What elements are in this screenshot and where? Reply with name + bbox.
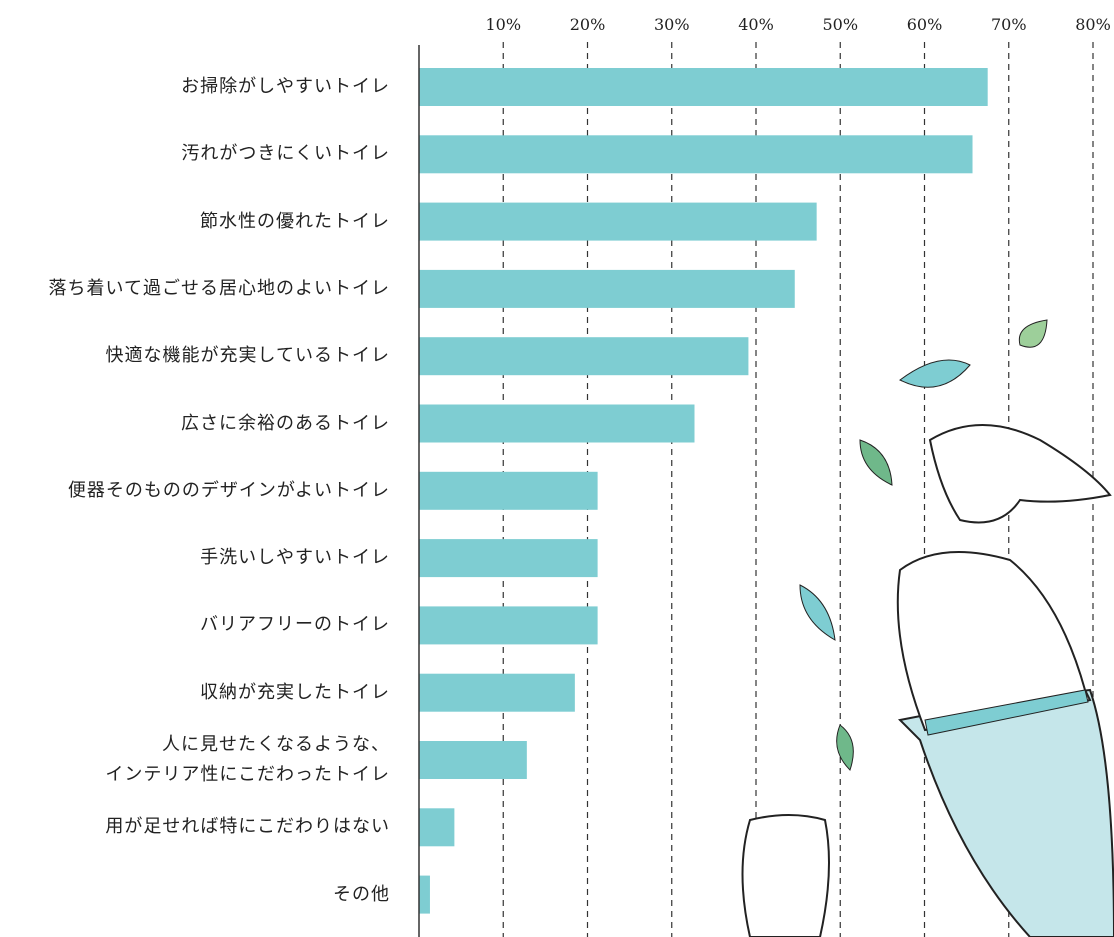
- category-label: 便器そのもののデザインがよいトイレ: [67, 479, 390, 501]
- leaf: [899, 359, 971, 388]
- x-tick-label: 20%: [570, 15, 606, 34]
- bar: [419, 606, 598, 645]
- bar: [419, 673, 575, 712]
- bar: [419, 539, 598, 578]
- category-label: 落ち着いて過ごせる居心地のよいトイレ: [48, 277, 390, 299]
- category-label: 汚れがつきにくいトイレ: [181, 143, 390, 165]
- x-tick-label: 80%: [1075, 15, 1111, 34]
- category-label: 人に見せたくなるような、 インテリア性にこだわったトイレ: [105, 734, 390, 785]
- leaf: [836, 724, 854, 771]
- leaf: [1018, 319, 1048, 348]
- bar: [419, 269, 795, 308]
- bar: [419, 471, 598, 510]
- bar: [419, 202, 817, 241]
- category-label: 快適な機能が充実しているトイレ: [105, 345, 390, 367]
- x-tick-label: 40%: [738, 15, 774, 34]
- x-tick-label: 60%: [907, 15, 943, 34]
- bar: [419, 68, 988, 106]
- bar: [419, 404, 695, 443]
- bar: [419, 337, 749, 376]
- toilet: [741, 814, 830, 937]
- head: [928, 424, 1112, 524]
- x-tick-label: 70%: [991, 15, 1027, 34]
- x-tick-label: 50%: [822, 15, 858, 34]
- bar: [419, 135, 973, 174]
- category-label: 用が足せれば特にこだわりはない: [105, 816, 390, 838]
- category-label: お掃除がしやすいトイレ: [181, 76, 390, 97]
- category-label: その他: [333, 883, 390, 905]
- bar: [419, 808, 455, 847]
- blouse: [896, 551, 1092, 732]
- x-tick-label: 10%: [485, 15, 521, 34]
- leaf: [859, 439, 893, 486]
- belt: [924, 689, 1089, 736]
- illustration: [741, 319, 1114, 937]
- bar: [419, 741, 527, 779]
- bar: [419, 875, 430, 914]
- leaf: [799, 584, 836, 641]
- category-label: バリアフリーのトイレ: [200, 614, 390, 636]
- category-label: 手洗いしやすいトイレ: [200, 547, 390, 569]
- x-tick-label: 30%: [654, 15, 690, 34]
- category-label: 節水性の優れたトイレ: [200, 210, 390, 232]
- category-label: 収納が充実したトイレ: [200, 681, 390, 703]
- category-label: 広さに余裕のあるトイレ: [181, 412, 390, 434]
